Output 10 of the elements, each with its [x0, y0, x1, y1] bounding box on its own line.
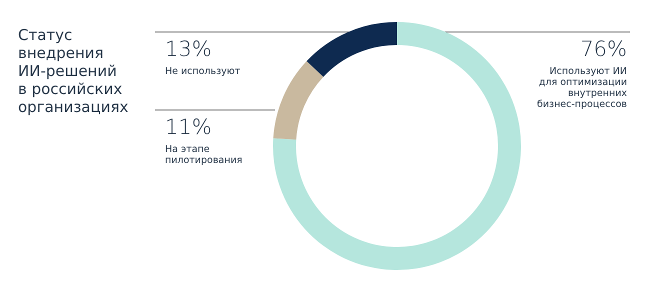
data-label: 11% [165, 115, 212, 139]
donut-slice [273, 61, 324, 140]
data-label: 13% [165, 37, 212, 61]
donut-slice [306, 22, 397, 77]
slice-label: На этапе пилотирования [165, 144, 242, 166]
text: Статус внедрения ИИ-решений в российских организациях [18, 26, 128, 116]
slice-label: Не используют [165, 66, 241, 77]
donut-slice [273, 22, 521, 270]
slice-label: Используют ИИ для оптимизации внутренних бизнес-процессов [536, 66, 628, 110]
data-label: 76% [580, 37, 627, 61]
